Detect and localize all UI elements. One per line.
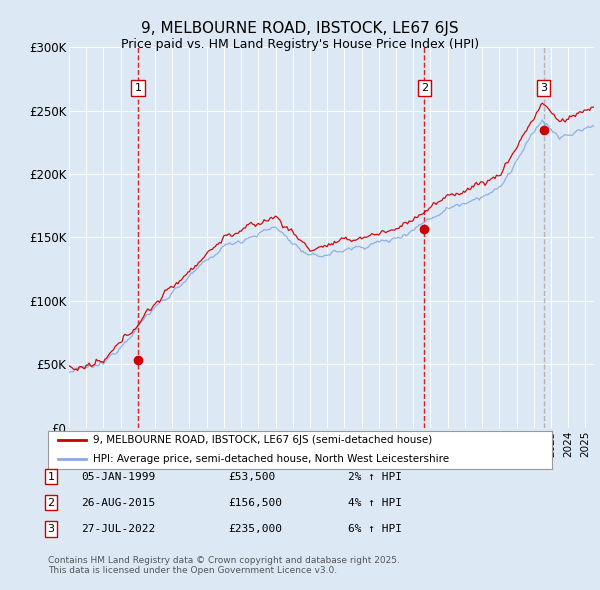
Text: 1: 1 xyxy=(47,472,55,481)
Text: Contains HM Land Registry data © Crown copyright and database right 2025.
This d: Contains HM Land Registry data © Crown c… xyxy=(48,556,400,575)
Text: 2: 2 xyxy=(421,83,428,93)
Text: £156,500: £156,500 xyxy=(228,498,282,507)
Text: 9, MELBOURNE ROAD, IBSTOCK, LE67 6JS: 9, MELBOURNE ROAD, IBSTOCK, LE67 6JS xyxy=(141,21,459,35)
Text: 6% ↑ HPI: 6% ↑ HPI xyxy=(348,525,402,534)
Text: 9, MELBOURNE ROAD, IBSTOCK, LE67 6JS (semi-detached house): 9, MELBOURNE ROAD, IBSTOCK, LE67 6JS (se… xyxy=(94,435,433,445)
Text: 2% ↑ HPI: 2% ↑ HPI xyxy=(348,472,402,481)
Text: Price paid vs. HM Land Registry's House Price Index (HPI): Price paid vs. HM Land Registry's House … xyxy=(121,38,479,51)
Text: 2: 2 xyxy=(47,498,55,507)
Text: 05-JAN-1999: 05-JAN-1999 xyxy=(81,472,155,481)
Text: 3: 3 xyxy=(47,525,55,534)
Text: 4% ↑ HPI: 4% ↑ HPI xyxy=(348,498,402,507)
Text: 26-AUG-2015: 26-AUG-2015 xyxy=(81,498,155,507)
Text: £235,000: £235,000 xyxy=(228,525,282,534)
Text: 27-JUL-2022: 27-JUL-2022 xyxy=(81,525,155,534)
Text: HPI: Average price, semi-detached house, North West Leicestershire: HPI: Average price, semi-detached house,… xyxy=(94,454,449,464)
Text: 1: 1 xyxy=(134,83,142,93)
Text: 3: 3 xyxy=(540,83,547,93)
Text: £53,500: £53,500 xyxy=(228,472,275,481)
